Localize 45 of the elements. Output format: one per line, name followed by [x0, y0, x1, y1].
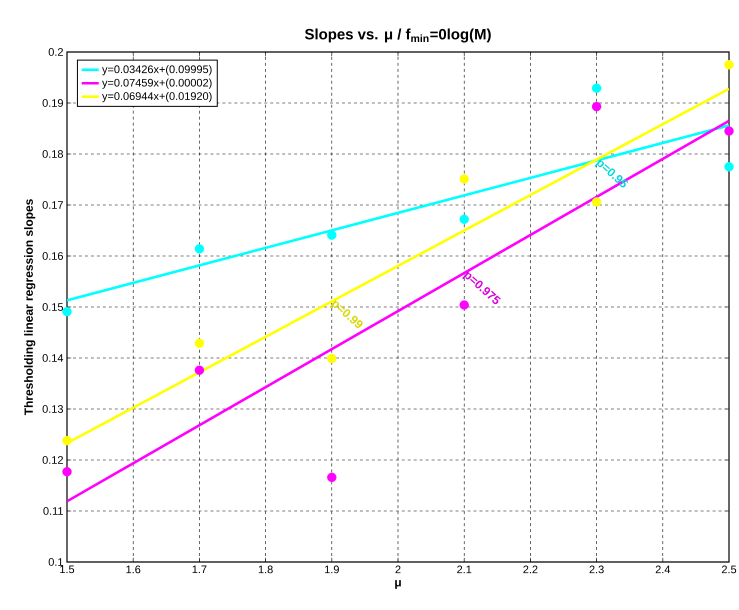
y-tick-label: 0.15	[42, 303, 64, 311]
y-tick-label: 0.13	[42, 405, 63, 413]
chart-title: Slopes vs. μ / f$_{min}$=0log(M)	[304, 28, 491, 42]
x-tick-label: 2.3	[590, 566, 604, 574]
point	[592, 102, 602, 112]
y-tick-label: 0.2	[48, 48, 63, 56]
point	[724, 162, 734, 172]
y-tick-label: 0.14	[42, 354, 64, 362]
point	[327, 230, 336, 240]
point	[592, 84, 602, 93]
point	[460, 174, 469, 184]
y-tick-label: 0.16	[42, 252, 63, 260]
y-tick-label: 0.1	[48, 558, 63, 566]
point	[327, 472, 336, 482]
point	[724, 60, 734, 70]
point	[62, 436, 72, 446]
point	[62, 306, 72, 316]
point	[327, 354, 336, 364]
x-tick-label: 1.5	[60, 566, 74, 574]
y-tick-label: 0.12	[42, 456, 63, 464]
legend-label: y=0.06944x+(0.01920)	[102, 92, 212, 102]
point	[62, 467, 72, 476]
point	[460, 214, 469, 224]
y-tick-label: 0.19	[42, 99, 63, 107]
x-tick-label: 2	[396, 566, 401, 574]
point	[194, 338, 204, 348]
x-axis-title: μ	[395, 580, 401, 589]
x-tick-label: 2.2	[523, 566, 538, 574]
point	[194, 244, 204, 254]
x-tick-label: 1.8	[258, 566, 273, 574]
legend-label: y=0.07459x+(0.00002)	[102, 78, 212, 89]
y-tick-label: 0.18	[42, 150, 63, 158]
x-tick-label: 1.7	[192, 566, 206, 574]
x-tick-label: 2.1	[457, 566, 472, 574]
x-tick-label: 1.6	[126, 566, 140, 574]
x-tick-label: 2.4	[656, 566, 670, 574]
y-axis-title: Thresholding linear regression slopes	[24, 199, 36, 416]
x-tick-label: 1.9	[325, 566, 339, 574]
y-tick-label: 0.17	[42, 201, 63, 209]
legend-label: y=0.03426x+(0.09995)	[102, 65, 212, 76]
point	[592, 197, 602, 207]
point	[194, 366, 204, 375]
y-tick-label: 0.11	[43, 507, 63, 515]
x-tick-label: 2.5	[722, 566, 736, 574]
point	[724, 126, 734, 136]
